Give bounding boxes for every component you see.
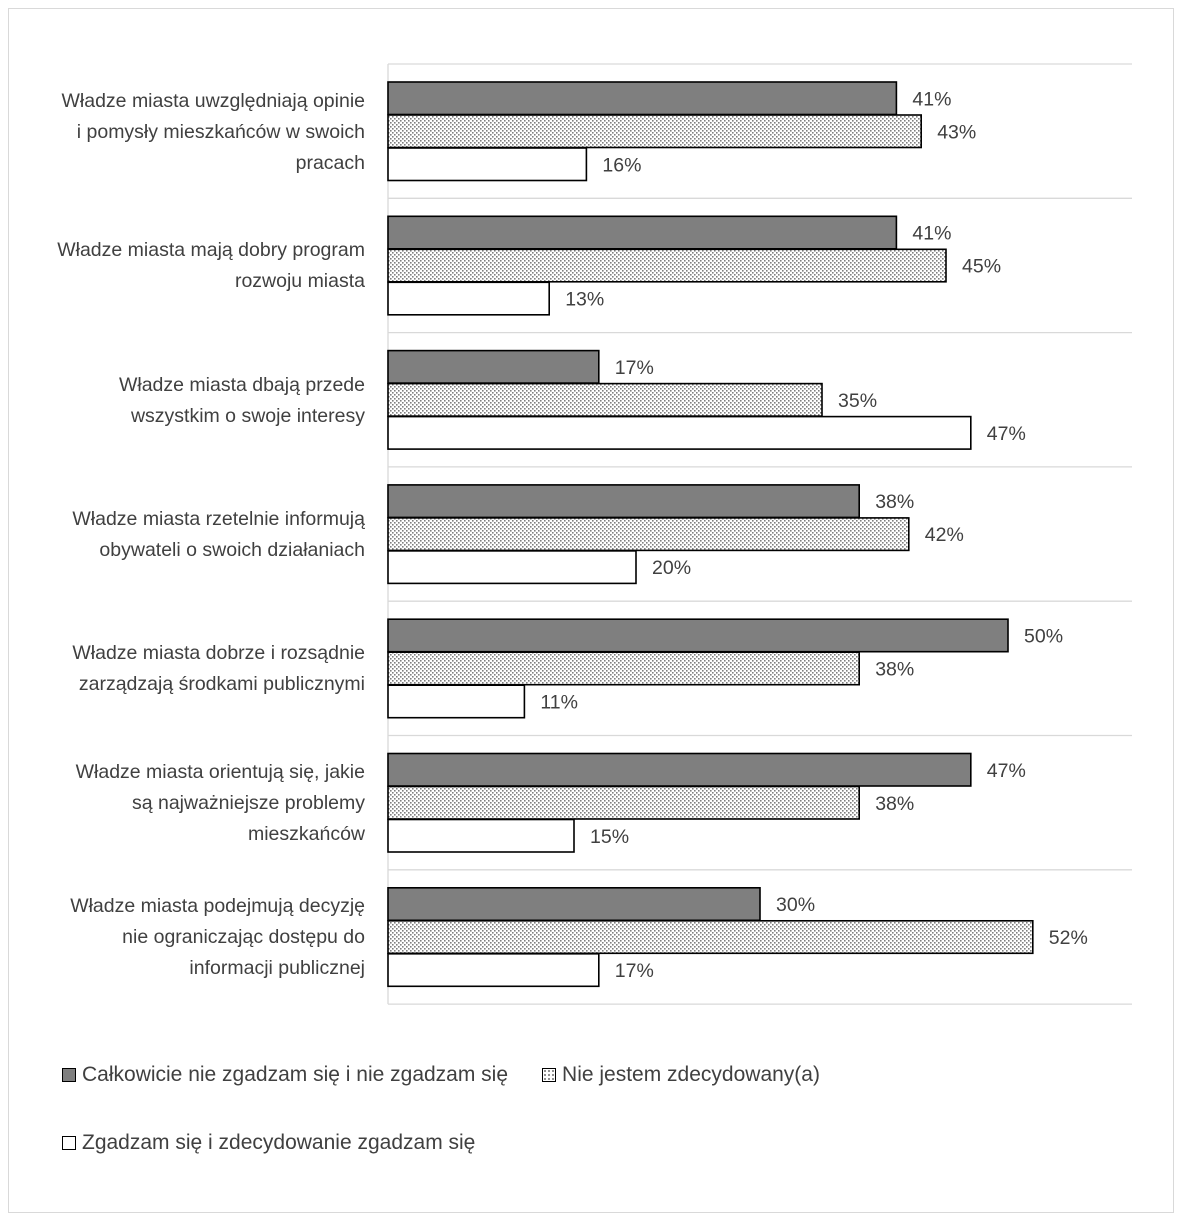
bar-agree [387, 952, 600, 988]
bar-disagree [387, 618, 1009, 653]
category-label-line: Władze miasta mają dobry program [57, 239, 365, 262]
category-label-line: rozwoju miasta [234, 270, 365, 293]
category-label-line: wszystkim o swoje interesy [130, 404, 365, 427]
bar-undecided [387, 382, 823, 417]
bar-disagree [387, 886, 761, 922]
legend-swatch-undecided [542, 1068, 557, 1082]
bar-value-label: 42% [925, 524, 964, 546]
bar-undecided [387, 114, 923, 149]
legend-row-2: Zgadzam się i zdecydowanie zgadzam się [62, 1131, 509, 1155]
bar-value-label: 41% [912, 223, 951, 245]
bar-value-label: 38% [875, 491, 914, 513]
category-label-line: mieszkańców [247, 823, 365, 845]
legend-swatch-agree [62, 1136, 76, 1150]
category-label-line: Władze miasta dbają przede [118, 373, 365, 396]
legend-item-disagree: Całkowicie nie zgadzam się i nie zgadzam… [62, 1063, 508, 1087]
legend-label-disagree: Całkowicie nie zgadzam się i nie zgadzam… [82, 1063, 509, 1086]
bar-value-label: 43% [937, 121, 976, 143]
category-label-line: Władze miasta podejmują decyzję [70, 895, 365, 918]
category-label-line: Władze miasta dobrze i rozsądnie [72, 642, 365, 665]
bar-undecided [387, 517, 910, 552]
category-label-line: informacji publicznej [189, 957, 365, 980]
legend-label-undecided: Nie jestem zdecydowany(a) [562, 1063, 820, 1086]
legend-item-agree: Zgadzam się i zdecydowanie zgadzam się [62, 1131, 475, 1155]
bar-undecided [387, 651, 861, 686]
bar-value-label: 35% [838, 390, 877, 412]
legend-swatch-disagree [62, 1068, 76, 1082]
bar-disagree [387, 752, 972, 787]
bar-disagree [387, 81, 898, 116]
category-label: Władze miasta dbają przede wszystkim o sw… [5, 370, 365, 432]
bar-value-label: 38% [875, 793, 914, 815]
bar-agree [387, 281, 550, 316]
bar-value-label: 30% [776, 894, 815, 916]
legend-item-undecided: Nie jestem zdecydowany(a) [542, 1063, 820, 1087]
bar-value-label: 45% [962, 256, 1001, 278]
bar-value-label: 50% [1024, 625, 1063, 647]
chart-frame [8, 8, 1174, 1213]
bar-agree [387, 684, 526, 719]
category-label-line: Władze miasta orientują się, jakie [75, 761, 365, 783]
category-label-line: pracach [295, 151, 365, 174]
bar-value-label: 47% [987, 423, 1026, 445]
category-label-line: są najważniejsze problemy [131, 792, 365, 814]
bar-agree [387, 818, 575, 853]
legend-row-1: Całkowicie nie zgadzam się i nie zgadzam… [62, 1063, 854, 1087]
bar-undecided [387, 785, 861, 820]
bar-value-label: 11% [540, 691, 578, 713]
category-label-line: nie ograniczając dostępu do [122, 926, 365, 949]
category-label: Władze miasta rzetelnie informują obywate… [5, 504, 365, 566]
category-label-line: Władze miasta uwzględniają opinie [61, 89, 366, 112]
category-label: Władze miasta dobrze i rozsądnie zarządza… [5, 638, 365, 700]
bar-value-label: 16% [602, 154, 641, 176]
bar-value-label: 15% [590, 826, 629, 848]
bar-value-label: 52% [1049, 927, 1088, 949]
bar-disagree [387, 349, 600, 384]
bar-value-label: 38% [875, 658, 914, 680]
legend-label-agree: Zgadzam się i zdecydowanie zgadzam się [82, 1131, 476, 1154]
category-label: Władze miasta uwzględniają opinie i pomys… [5, 86, 366, 179]
bar-disagree [387, 484, 861, 519]
category-label: Władze miasta mają dobry program rozwoju … [5, 235, 365, 297]
bar-value-label: 41% [912, 88, 951, 110]
bar-agree [387, 415, 972, 450]
bar-value-label: 20% [652, 557, 691, 579]
category-label: Władze miasta podejmują decyzję nie ogran… [5, 891, 365, 984]
bar-agree [387, 147, 588, 182]
bar-value-label: 17% [615, 960, 654, 982]
bar-disagree [387, 215, 898, 250]
bar-undecided [387, 248, 947, 283]
category-label: Władze miasta orientują się, jakie są naj… [5, 757, 365, 850]
category-label-line: zarządzają środkami publicznymi [78, 673, 365, 696]
category-label-line: i pomysły mieszkańców w swoich [76, 120, 365, 143]
bar-agree [387, 550, 637, 585]
category-label-line: Władze miasta rzetelnie informują [72, 507, 365, 530]
bar-undecided [387, 919, 1034, 955]
bar-value-label: 13% [565, 289, 604, 311]
bar-value-label: 17% [615, 357, 654, 379]
bar-value-label: 47% [987, 760, 1026, 782]
category-label-line: obywateli o swoich działaniach [99, 538, 365, 561]
